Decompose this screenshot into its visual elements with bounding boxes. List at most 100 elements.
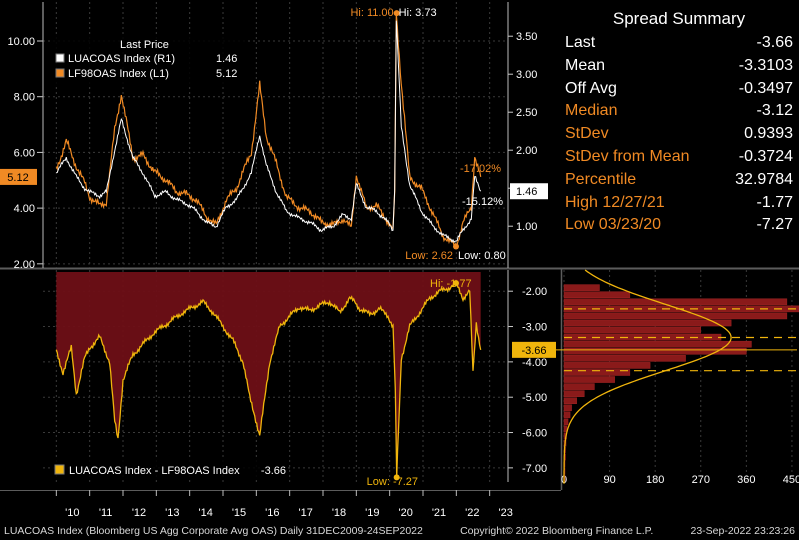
hi-left-label: Hi: 11.00 <box>350 7 393 19</box>
hist-bar <box>563 397 577 405</box>
summary-label: Mean <box>565 56 606 74</box>
hist-bar <box>563 362 651 369</box>
legend-title: Last Price <box>120 39 169 51</box>
spread-axis-tick-label: -4.00 <box>522 357 547 369</box>
last-right-value: 1.46 <box>516 186 537 198</box>
legend-value: 1.46 <box>216 53 237 65</box>
x-axis-year-label: '21 <box>432 507 446 519</box>
hist-axis-tick-label: 180 <box>646 474 664 486</box>
summary-row: Percentile 32.9784 <box>561 169 797 192</box>
x-axis-year-label: '10 <box>65 507 79 519</box>
legend-swatch <box>55 68 65 78</box>
summary-row: Last -3.66 <box>561 32 797 55</box>
hist-bar <box>563 340 752 348</box>
footer-source: LUACOAS Index (Bloomberg US Agg Corporat… <box>4 525 423 537</box>
left-axis-tick-label: 4.00 <box>14 203 35 215</box>
spread-legend-box <box>50 460 288 480</box>
spread-low-label: Low: -7.27 <box>367 476 418 488</box>
x-axis-year-label: '23 <box>498 507 512 519</box>
spread-axis-tick-label: -2.00 <box>522 286 547 298</box>
spread-last-badge <box>512 341 556 358</box>
hist-bar <box>563 291 631 299</box>
x-axis-year-label: '22 <box>465 507 479 519</box>
summary-label: Off Avg <box>565 79 617 97</box>
right-axis-tick-label: 2.50 <box>516 107 537 119</box>
summary-value: -3.3103 <box>738 56 793 74</box>
right-axis-tick-label: 3.00 <box>516 69 537 81</box>
summary-row: Median -3.12 <box>561 100 797 123</box>
legend-label: LUACOAS Index (R1) <box>68 53 175 65</box>
summary-label: Last <box>565 34 596 51</box>
left-axis-tick-label: 6.00 <box>14 147 35 159</box>
hist-bar <box>563 376 615 383</box>
summary-value: -7.27 <box>756 216 793 234</box>
hist-bar <box>563 355 686 362</box>
x-axis-year-label: '12 <box>132 507 146 519</box>
summary-label: StDev <box>565 125 609 143</box>
pct-change-white: -15.12% <box>462 196 503 208</box>
summary-value: 32.9784 <box>735 170 793 188</box>
hist-bar <box>563 284 600 291</box>
summary-value: -0.3724 <box>738 147 793 165</box>
summary-value: -3.66 <box>756 34 793 51</box>
summary-row: Off Avg -0.3497 <box>561 78 797 101</box>
right-axis-tick-label: 3.50 <box>516 31 537 43</box>
low-right-label: Low: 0.80 <box>458 250 506 262</box>
legend-value: 5.12 <box>216 68 237 80</box>
spread-axis-tick-label: -6.00 <box>522 428 547 440</box>
summary-value: -0.3497 <box>738 79 793 97</box>
summary-row: StDev from Mean -0.3724 <box>561 146 797 169</box>
hist-bar <box>563 404 572 412</box>
spread-axis-tick-label: -3.00 <box>522 322 547 334</box>
x-axis-year-label: '15 <box>232 507 246 519</box>
low-marker <box>453 243 459 250</box>
hist-bar <box>563 418 569 426</box>
low-left-label: Low: 2.62 <box>405 250 453 262</box>
x-axis-year-label: '11 <box>99 507 113 519</box>
last-left-value: 5.12 <box>7 172 28 184</box>
spread-summary-panel: Spread Summary Last -3.66 Mean -3.3103 Off A… <box>561 8 797 237</box>
right-axis-tick-label: 1.00 <box>516 221 537 233</box>
x-axis-year-label: '18 <box>332 507 346 519</box>
summary-label: Low 03/23/20 <box>565 216 662 234</box>
summary-row: Mean -3.3103 <box>561 55 797 78</box>
hist-bar <box>563 298 788 306</box>
footer-timestamp: 23-Sep-2022 23:23:26 <box>690 525 795 537</box>
summary-label: Median <box>565 102 618 120</box>
spread-area-fill <box>56 272 481 478</box>
summary-title: Spread Summary <box>612 9 746 28</box>
summary-value: -1.77 <box>756 193 793 211</box>
hist-axis-tick-label: 90 <box>603 474 615 486</box>
summary-row: Low 03/23/20 -7.27 <box>561 214 797 237</box>
legend-label: LF98OAS Index (L1) <box>68 68 169 80</box>
summary-row: StDev 0.9393 <box>561 123 797 146</box>
x-axis-year-label: '16 <box>265 507 279 519</box>
hist-bar <box>563 326 702 334</box>
left-axis-tick-label: 2.00 <box>14 259 35 271</box>
x-axis-year-label: '20 <box>398 507 412 519</box>
last-left-badge <box>0 168 37 185</box>
hist-bar <box>563 312 788 320</box>
legend-swatch <box>54 464 65 475</box>
hist-bar <box>563 383 595 390</box>
hist-bar <box>563 390 585 397</box>
footer-copyright: Copyright© 2022 Bloomberg Finance L.P. <box>460 525 654 537</box>
x-axis-year-label: '17 <box>298 507 312 519</box>
legend-swatch <box>55 53 65 63</box>
hist-axis-tick-label: 450 <box>783 474 799 486</box>
left-axis-tick-label: 8.00 <box>14 92 35 104</box>
hist-bar <box>563 347 747 355</box>
spread-axis-tick-label: -5.00 <box>522 392 547 404</box>
footer-bar: LUACOAS Index (Bloomberg US Agg Corporat… <box>0 522 799 540</box>
hist-normal-fit-curve <box>563 269 732 484</box>
spread-last-value: -3.66 <box>521 345 546 357</box>
hist-bar <box>563 369 631 376</box>
last-right-badge <box>510 183 548 200</box>
spread-legend-value: -3.66 <box>261 465 286 477</box>
hist-bar <box>563 319 732 327</box>
summary-label: High 12/27/21 <box>565 193 665 211</box>
hist-axis-tick-label: 270 <box>692 474 710 486</box>
hi-marker <box>393 10 400 17</box>
x-axis-year-label: '14 <box>198 507 212 519</box>
